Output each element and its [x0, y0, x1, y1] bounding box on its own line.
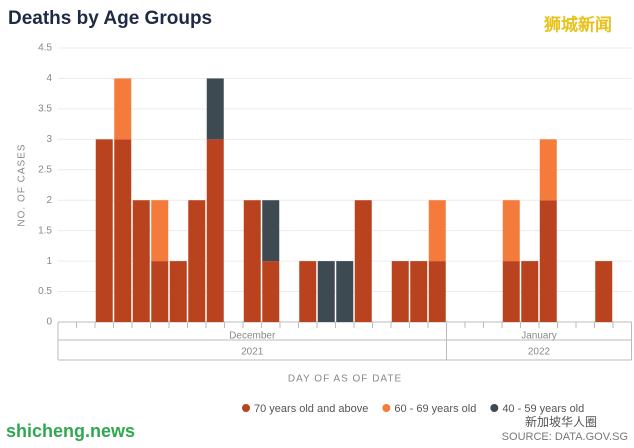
bar-segment: [262, 200, 280, 262]
y-tick-label: 3: [46, 134, 52, 145]
bar-segment: [428, 200, 446, 262]
bar-segment: [502, 261, 520, 322]
bar-segment: [262, 261, 280, 322]
y-tick-label: 2.5: [38, 164, 52, 175]
bar-segment: [521, 261, 539, 322]
bar-segment: [391, 261, 409, 322]
legend-marker: [382, 404, 391, 412]
group-label: 2021: [241, 347, 264, 358]
legend-marker: [490, 404, 499, 412]
bar-segment: [428, 261, 446, 322]
y-tick-label: 4.5: [38, 43, 52, 54]
group-label: January: [521, 331, 557, 342]
bar-segment: [539, 200, 557, 322]
watermark: 狮城新闻: [543, 14, 612, 34]
bar-segment: [132, 200, 150, 322]
bar-segment: [151, 261, 169, 322]
y-tick-label: 1: [46, 256, 52, 267]
bar-segment: [95, 139, 113, 322]
source: SOURCE: DATA.GOV.SG: [502, 431, 628, 443]
bar-segment: [206, 139, 224, 322]
legend-label: 40 - 59 years old: [502, 403, 584, 415]
y-tick-label: 0: [46, 317, 52, 328]
bar-segment: [243, 200, 261, 322]
legend-marker: [242, 404, 250, 412]
bar-segment: [317, 261, 335, 322]
chart-title: Deaths by Age Groups: [8, 8, 212, 29]
bar-segment: [502, 200, 520, 262]
bar-segment: [354, 200, 372, 322]
bar-segment: [336, 261, 354, 322]
bar-segment: [114, 139, 132, 322]
legend-label: 60 - 69 years old: [394, 403, 476, 415]
y-tick-label: 4: [46, 73, 52, 84]
bar-segment: [595, 261, 613, 322]
bar-segment: [188, 200, 206, 322]
x-axis-label: DAY OF AS OF DATE: [288, 374, 402, 385]
y-tick-label: 3.5: [38, 104, 52, 115]
watermark: 新加坡华人圈: [525, 414, 597, 429]
y-axis-label: NO. OF CASES: [17, 143, 28, 226]
legend-label: 70 years old and above: [254, 403, 368, 415]
watermark: shicheng.news: [6, 421, 135, 441]
group-label: 2022: [528, 347, 551, 358]
bar-segment: [539, 139, 557, 201]
bar-segment: [114, 78, 132, 140]
bar-segment: [169, 261, 187, 322]
bar-segment: [151, 200, 169, 262]
bar-segment: [410, 261, 428, 322]
y-tick-label: 2: [46, 195, 52, 206]
y-tick-label: 0.5: [38, 286, 52, 297]
y-tick-label: 1.5: [38, 225, 52, 236]
group-label: December: [229, 331, 276, 342]
bar-segment: [206, 78, 224, 140]
bar-segment: [299, 261, 317, 322]
